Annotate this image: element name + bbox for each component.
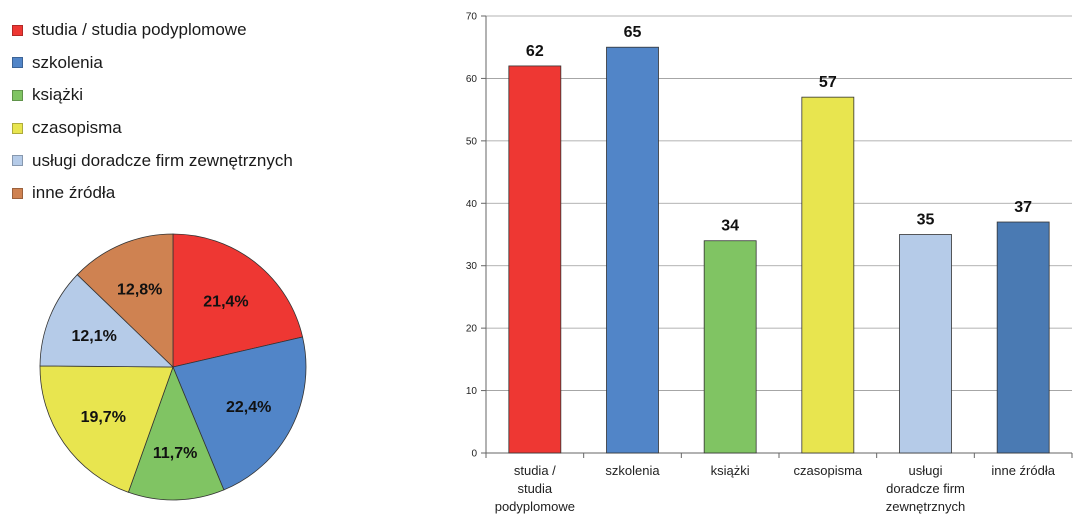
y-tick-label: 70 <box>466 12 478 23</box>
y-tick-label: 40 <box>466 199 478 210</box>
x-category-label: książki <box>711 463 750 478</box>
bar-value-label: 34 <box>721 218 739 235</box>
x-category-label: inne źródła <box>991 463 1055 478</box>
pie-slice <box>172 233 304 368</box>
pie-slice <box>76 233 174 368</box>
pie-slice <box>172 336 307 491</box>
legend-item: szkolenia <box>12 47 293 80</box>
legend-label: studia / studia podyplomowe <box>32 20 247 40</box>
bar <box>899 234 952 454</box>
bar-value-label: 62 <box>526 43 544 60</box>
legend-swatch <box>12 89 23 101</box>
pie-value-label: 21,4% <box>203 293 248 310</box>
x-category-label: doradcze firm <box>886 481 965 496</box>
x-category-label: czasopisma <box>794 463 863 478</box>
x-category-label: zewnętrznych <box>886 499 965 514</box>
bar-value-label: 65 <box>624 24 642 41</box>
legend-item: studia / studia podyplomowe <box>12 14 293 47</box>
bar-value-label: 35 <box>917 212 935 229</box>
pie-slice <box>127 365 225 501</box>
y-tick-label: 0 <box>471 449 477 460</box>
legend-label: usługi doradcze firm zewnętrznych <box>32 150 293 170</box>
legend-label: szkolenia <box>32 52 103 72</box>
legend-item: usługi doradcze firm zewnętrznych <box>12 144 293 177</box>
pie-slice <box>39 365 174 493</box>
bar <box>606 46 659 454</box>
bar <box>703 240 757 454</box>
legend-item: inne źródła <box>12 177 293 210</box>
bar <box>801 96 855 454</box>
x-category-label: studia / <box>514 463 556 478</box>
y-tick-label: 60 <box>466 74 478 85</box>
pie-value-label: 11,7% <box>153 445 197 462</box>
pie-slice <box>39 274 174 368</box>
legend-swatch <box>12 187 23 199</box>
legend-label: książki <box>32 85 84 105</box>
bar-value-label: 37 <box>1014 199 1032 216</box>
y-tick-label: 30 <box>466 261 478 272</box>
legend-swatch <box>12 122 23 134</box>
x-category-label: studia <box>517 481 552 496</box>
x-category-label: usługi <box>909 463 943 478</box>
pie-value-label: 12,1% <box>72 328 117 345</box>
bar-value-label: 57 <box>819 74 837 91</box>
bar <box>508 65 562 454</box>
bar <box>996 221 1050 454</box>
y-tick-label: 10 <box>466 386 478 397</box>
legend-swatch <box>12 155 23 167</box>
x-category-label: szkolenia <box>605 463 660 478</box>
legend-label: czasopisma <box>32 118 122 138</box>
legend-item: czasopisma <box>12 112 293 145</box>
y-tick-label: 20 <box>466 324 478 335</box>
pie-value-label: 22,4% <box>226 399 271 416</box>
pie-value-label: 19,7% <box>81 409 126 426</box>
pie-value-label: 12,8% <box>117 282 162 299</box>
legend-swatch <box>12 57 23 69</box>
legend-item: książki <box>12 79 293 112</box>
legend-label: inne źródła <box>32 183 116 203</box>
x-category-label: podyplomowe <box>495 499 575 514</box>
y-tick-label: 50 <box>466 136 478 147</box>
pie-legend: studia / studia podyplomowe szkolenia ksią… <box>12 14 293 210</box>
legend-swatch <box>12 24 23 36</box>
